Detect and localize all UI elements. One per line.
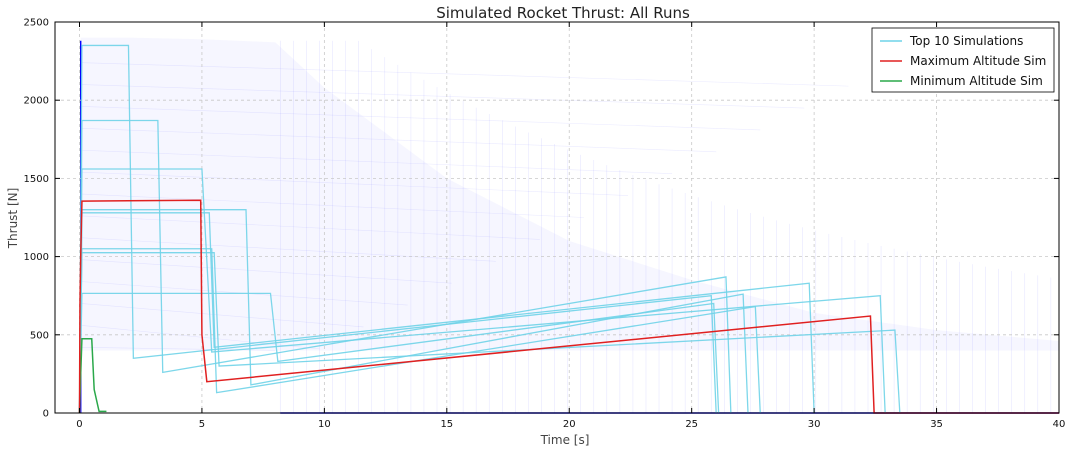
x-tick-label: 35 xyxy=(930,419,943,430)
all-runs-trace xyxy=(81,193,584,218)
all-runs-trace xyxy=(81,149,673,175)
all-runs-trace xyxy=(81,303,364,328)
y-tick-label: 1000 xyxy=(24,252,49,263)
top10-run-line xyxy=(78,252,901,414)
plot-frame xyxy=(54,21,1060,414)
all-runs-trace xyxy=(81,259,452,284)
x-tick-label: 0 xyxy=(76,419,82,430)
x-tick-label: 15 xyxy=(440,419,453,430)
x-tick-label: 20 xyxy=(563,419,576,430)
y-tick-label: 0 xyxy=(43,409,49,420)
top10-run-line xyxy=(78,44,717,414)
all-runs-trace xyxy=(81,237,496,262)
y-axis-label: Thrust [N] xyxy=(6,188,20,250)
x-tick-label: 30 xyxy=(808,419,821,430)
all-runs-trace xyxy=(81,325,320,350)
all-runs-trace xyxy=(81,215,540,240)
all-runs-fill xyxy=(80,37,1059,351)
legend-label: Minimum Altitude Sim xyxy=(910,74,1043,88)
legend-label: Maximum Altitude Sim xyxy=(910,54,1046,68)
chart-title: Simulated Rocket Thrust: All Runs xyxy=(436,4,690,22)
all-runs-envelope xyxy=(80,37,1059,414)
x-tick-label: 10 xyxy=(318,419,331,430)
all-runs-trace xyxy=(81,106,761,131)
y-tick-label: 2500 xyxy=(24,18,49,29)
axis-ticks: 0 5 10 15 20 25 30 35 40 0 500 1000 1500 2000 2500 xyxy=(24,18,1066,431)
all-runs-trace xyxy=(81,171,629,196)
y-tick-label: 2000 xyxy=(24,96,49,107)
all-runs-trace xyxy=(81,84,805,109)
y-tick-label: 500 xyxy=(30,330,49,341)
legend-label: Top 10 Simulations xyxy=(909,34,1023,48)
max-altitude-line xyxy=(78,199,1059,414)
legend-box xyxy=(871,27,1055,93)
y-tick-label: 1500 xyxy=(24,174,49,185)
all-runs-trace xyxy=(81,128,717,153)
x-tick-label: 25 xyxy=(685,419,698,430)
series-lines xyxy=(78,44,1059,414)
x-tick-label: 5 xyxy=(199,419,205,430)
top10-run-line xyxy=(78,292,720,414)
x-axis-label: Time [s] xyxy=(540,433,590,447)
legend: Top 10 Simulations Maximum Altitude Sim Mi… xyxy=(871,27,1055,93)
min-altitude-line xyxy=(78,337,107,414)
x-tick-label: 40 xyxy=(1053,419,1066,430)
all-runs-trace xyxy=(81,62,849,87)
